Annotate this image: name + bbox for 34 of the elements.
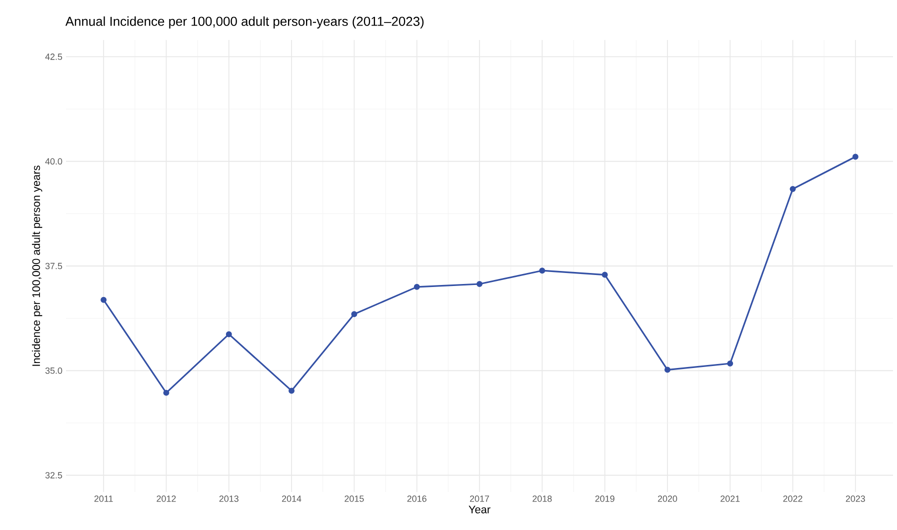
- x-axis-title: Year: [468, 506, 490, 514]
- point: [664, 366, 670, 373]
- y-tick-label: 32.5: [45, 472, 62, 478]
- x-tick-label: 2021: [720, 496, 740, 502]
- point: [163, 390, 170, 396]
- x-tick-label: 2022: [783, 496, 802, 502]
- point: [852, 154, 858, 160]
- point: [476, 281, 482, 287]
- x-tick-label: 2015: [344, 496, 364, 502]
- x-tick-label: 2013: [219, 496, 238, 502]
- point: [790, 186, 796, 192]
- y-tick-label: 35.0: [45, 367, 62, 374]
- point: [226, 331, 232, 338]
- x-tick-label: 2023: [846, 496, 865, 502]
- x-tick-label: 2017: [470, 496, 490, 502]
- x-tick-label: 2016: [407, 496, 426, 502]
- point: [602, 272, 608, 278]
- point: [539, 268, 546, 274]
- point: [100, 296, 107, 303]
- x-tick-label: 2019: [595, 496, 614, 502]
- x-tick-label: 2014: [282, 496, 302, 502]
- point: [351, 311, 358, 318]
- x-tick-label: 2018: [532, 496, 552, 502]
- x-tick-label: 2011: [94, 496, 113, 502]
- x-tick-label: 2020: [658, 496, 678, 502]
- y-tick-label: 40.0: [45, 158, 62, 165]
- point: [288, 388, 295, 394]
- x-tick-label: 2012: [156, 496, 176, 502]
- y-tick-label: 37.5: [45, 262, 62, 270]
- point: [414, 284, 420, 290]
- point: [727, 360, 734, 367]
- chart-title: Annual Incidence per 100,000 adult person-years (2011–2023): [65, 16, 424, 28]
- y-axis-title: Incidence per 100,000 adult person years: [32, 166, 42, 366]
- y-tick-label: 42.5: [45, 54, 62, 60]
